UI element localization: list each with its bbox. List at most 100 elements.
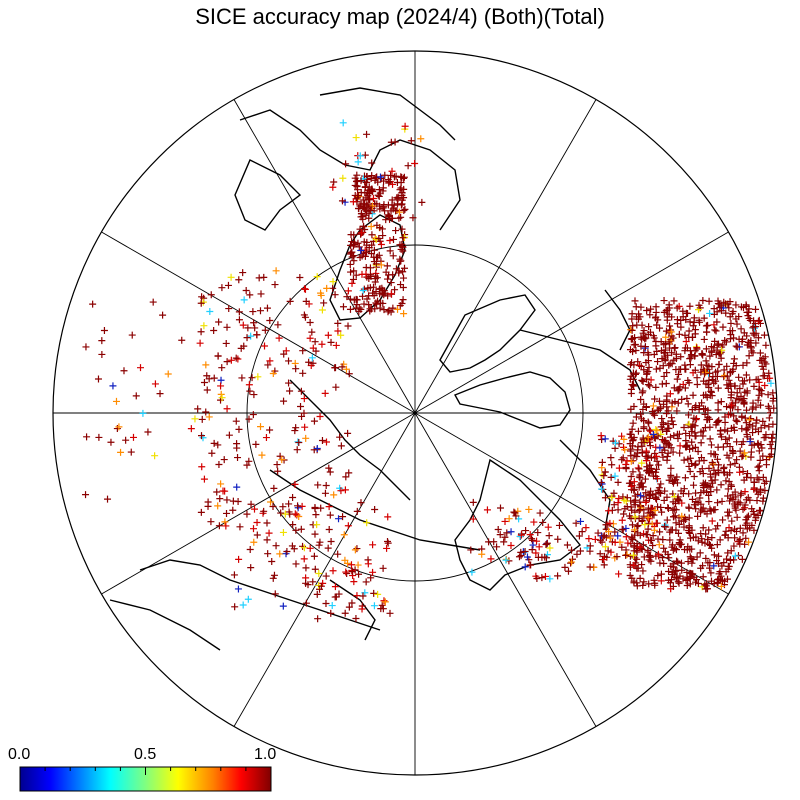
observation-marker [741,488,749,496]
observation-marker [652,303,660,311]
observation-marker [757,356,765,364]
observation-marker [702,530,710,538]
observation-marker [260,273,268,281]
observation-marker [753,416,761,424]
observation-marker [647,536,655,544]
observation-marker [352,271,360,279]
observation-marker [708,534,716,542]
observation-marker [351,181,359,189]
observation-marker [368,202,376,210]
observation-marker [615,570,623,578]
observation-marker [305,358,313,366]
observation-marker [633,582,641,590]
observation-marker [198,293,206,301]
observation-marker [654,572,662,580]
observation-marker [702,368,710,376]
observation-marker [745,538,753,546]
observation-marker [620,496,628,504]
observation-marker [370,602,378,610]
observation-marker [385,306,393,314]
observation-marker [342,473,350,481]
observation-marker [242,286,250,294]
observation-marker [624,539,632,547]
observation-marker [254,373,262,381]
observation-marker [644,349,652,357]
observation-marker [313,590,321,598]
observation-marker [659,362,667,370]
observation-marker [690,314,698,322]
observation-marker [385,271,393,279]
observation-marker [344,322,352,330]
observation-marker [567,559,575,567]
observation-marker [627,372,635,380]
observation-marker [638,442,646,450]
observation-marker [621,446,629,454]
observation-marker [283,547,291,555]
observation-marker [334,550,342,558]
observation-marker [717,302,725,310]
observation-marker [674,558,682,566]
observation-marker [400,185,408,193]
observation-marker [377,175,385,183]
observation-marker [682,338,690,346]
observation-marker [720,366,728,374]
observation-marker [369,195,377,203]
observation-marker [723,381,731,389]
observation-marker [732,301,740,309]
observation-marker [83,433,91,441]
observation-marker [493,543,501,551]
meridian-line [101,231,416,414]
observation-marker [347,268,355,276]
observation-marker [541,572,549,580]
observation-marker [708,477,716,485]
observation-marker [315,569,323,577]
observation-marker [308,354,316,362]
observation-marker [733,320,741,328]
observation-marker [575,532,583,540]
observation-marker [210,374,218,382]
observation-marker [769,430,777,438]
observation-marker [630,382,638,390]
observation-marker [392,265,400,273]
observation-marker [644,433,652,441]
observation-marker [688,427,696,435]
observation-marker [371,305,379,313]
observation-marker [194,405,202,413]
observation-marker [663,493,671,501]
observation-marker [752,419,760,427]
observation-marker [217,382,225,390]
observation-marker [679,307,687,315]
observation-marker [369,541,377,549]
observation-marker [645,323,653,331]
observation-marker [685,327,693,335]
observation-marker [730,355,738,363]
observation-marker [208,449,216,457]
observation-marker [642,359,650,367]
observation-marker [659,426,667,434]
observation-marker [280,350,288,358]
observation-marker [329,183,337,191]
observation-marker [637,410,645,418]
observation-marker [708,388,716,396]
observation-marker [669,421,677,429]
observation-marker [649,510,657,518]
observation-marker [692,533,700,541]
observation-marker [267,498,275,506]
observation-marker [656,444,664,452]
observation-marker [706,352,714,360]
observation-marker [89,300,97,308]
observation-marker [652,443,660,451]
observation-marker [237,344,245,352]
observation-marker [689,391,697,399]
observation-marker [631,297,639,305]
observation-marker [300,311,308,319]
observation-marker [361,589,369,597]
observation-marker [644,330,652,338]
observation-marker [257,290,265,298]
observation-marker [358,605,366,613]
observation-marker [636,471,644,479]
observation-marker [641,343,649,351]
meridian-line [233,412,416,727]
observation-marker [727,410,735,418]
observation-marker [210,439,218,447]
